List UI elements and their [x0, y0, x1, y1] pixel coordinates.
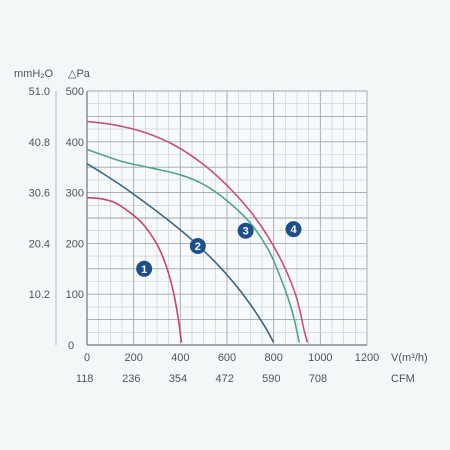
y-tick-label-pa: 100 — [66, 289, 84, 301]
y-tick-label-mmh2o: 51.0 — [29, 86, 50, 98]
y-unit-pa: △Pa — [68, 68, 91, 80]
marker-label-3: 3 — [243, 226, 249, 238]
x-unit-secondary: CFM — [391, 373, 415, 385]
x-tick-label: 0 — [84, 352, 90, 364]
marker-circle-4 — [285, 221, 302, 238]
x-tick-label: 1000 — [308, 352, 332, 364]
marker-circle-3 — [237, 222, 254, 239]
x-tick-label-cfm: 708 — [309, 373, 327, 385]
x-tick-label: 800 — [264, 352, 282, 364]
marker-label-4: 4 — [290, 224, 297, 236]
chart-axes — [55, 91, 367, 346]
x-tick-label: 200 — [124, 352, 142, 364]
marker-label-1: 1 — [141, 264, 147, 276]
curve-2 — [86, 162, 275, 343]
y-tick-label-pa: 400 — [66, 137, 84, 149]
curve-markers: 1 2 3 4 — [136, 221, 302, 277]
curve-3 — [86, 148, 301, 343]
x-tick-label-cfm: 118 — [76, 373, 94, 385]
y-tick-label-pa: 500 — [66, 86, 84, 98]
y-tick-label-mmh2o: 40.8 — [29, 137, 50, 149]
chart-curves — [86, 120, 309, 343]
y-tick-label-pa: 300 — [66, 188, 84, 200]
x-tick-label-cfm: 472 — [215, 373, 233, 385]
x-unit-primary: V(m³/h) — [391, 352, 428, 364]
y-tick-label-zero: 0 — [68, 340, 74, 352]
y-unit-mmh2o: mmH₂O — [14, 68, 54, 80]
x-tick-label: 600 — [218, 352, 236, 364]
x-tick-label: 400 — [171, 352, 189, 364]
y-tick-label-mmh2o: 20.4 — [29, 238, 50, 250]
curve-4 — [86, 120, 309, 343]
curve-1 — [86, 196, 183, 343]
marker-circle-2 — [189, 237, 206, 254]
marker-label-2: 2 — [195, 241, 201, 253]
y-tick-label-pa: 200 — [66, 238, 84, 250]
y-tick-label-mmh2o: 30.6 — [29, 188, 50, 200]
x-tick-label-cfm: 354 — [169, 373, 187, 385]
x-tick-label: 1200 — [355, 352, 379, 364]
x-tick-label-cfm: 236 — [122, 373, 140, 385]
chart-labels: mmH₂O △Pa10020030040050010.220.430.640.85… — [14, 68, 428, 385]
chart-grid — [86, 90, 368, 346]
x-tick-label-cfm: 590 — [262, 373, 280, 385]
marker-circle-1 — [136, 260, 153, 277]
y-tick-label-mmh2o: 10.2 — [29, 289, 50, 301]
